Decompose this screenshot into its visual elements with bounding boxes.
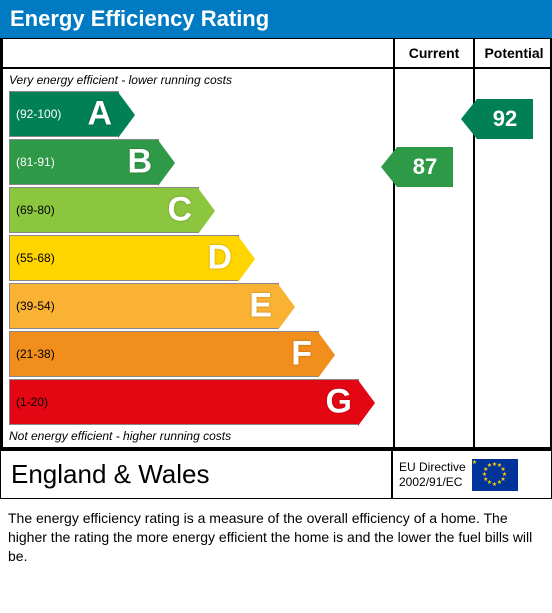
band-letter-a: A bbox=[87, 95, 112, 134]
directive-text: EU Directive 2002/91/EC bbox=[399, 460, 466, 489]
band-chevron-a bbox=[118, 92, 135, 138]
band-letter-f: F bbox=[291, 335, 312, 374]
band-row-b: (81-91) B bbox=[9, 139, 387, 185]
potential-arrow: 92 bbox=[477, 99, 533, 139]
chart-table: Current Potential Very energy efficient … bbox=[0, 38, 552, 450]
potential-column: 92 bbox=[474, 68, 552, 448]
band-range-b: (81-91) bbox=[10, 155, 55, 169]
directive-cell: EU Directive 2002/91/EC ★★★★★★★★★★★★ bbox=[392, 450, 552, 499]
band-range-f: (21-38) bbox=[10, 347, 55, 361]
band-chevron-d bbox=[238, 236, 255, 282]
eu-flag-icon: ★★★★★★★★★★★★ bbox=[472, 459, 518, 491]
eu-star-icon: ★ bbox=[492, 481, 497, 488]
band-letter-c: C bbox=[167, 191, 192, 230]
band-bar-d: (55-68) D bbox=[9, 235, 239, 281]
footer-row: England & Wales EU Directive 2002/91/EC … bbox=[0, 450, 552, 499]
current-score: 87 bbox=[413, 154, 437, 180]
eu-star-icon: ★ bbox=[497, 479, 502, 486]
band-letter-d: D bbox=[207, 239, 232, 278]
bars-area: Very energy efficient - lower running co… bbox=[2, 68, 394, 448]
band-bar-c: (69-80) C bbox=[9, 187, 199, 233]
band-row-d: (55-68) D bbox=[9, 235, 387, 281]
header-current: Current bbox=[394, 38, 474, 68]
band-row-c: (69-80) C bbox=[9, 187, 387, 233]
band-row-a: (92-100) A bbox=[9, 91, 387, 137]
band-row-e: (39-54) E bbox=[9, 283, 387, 329]
band-range-d: (55-68) bbox=[10, 251, 55, 265]
band-bar-e: (39-54) E bbox=[9, 283, 279, 329]
title-bar: Energy Efficiency Rating bbox=[0, 0, 552, 38]
band-range-a: (92-100) bbox=[10, 107, 61, 121]
epc-chart: Energy Efficiency Rating Current Potenti… bbox=[0, 0, 552, 574]
band-chevron-c bbox=[198, 188, 215, 234]
band-chevron-b bbox=[158, 140, 175, 186]
directive-line1: EU Directive bbox=[399, 460, 466, 474]
region-label: England & Wales bbox=[0, 450, 392, 499]
band-chevron-e bbox=[278, 284, 295, 330]
band-row-f: (21-38) F bbox=[9, 331, 387, 377]
band-bar-b: (81-91) B bbox=[9, 139, 159, 185]
band-letter-g: G bbox=[326, 383, 352, 422]
band-letter-b: B bbox=[127, 143, 152, 182]
band-chevron-g bbox=[358, 380, 375, 426]
note-inefficient: Not energy efficient - higher running co… bbox=[9, 429, 387, 443]
explanation-text: The energy efficiency rating is a measur… bbox=[0, 499, 552, 574]
band-letter-e: E bbox=[249, 287, 272, 326]
current-arrow: 87 bbox=[397, 147, 453, 187]
band-range-c: (69-80) bbox=[10, 203, 55, 217]
directive-line2: 2002/91/EC bbox=[399, 475, 466, 489]
bars-stack: (92-100) A (81-91) B (69-80) C (55-68) D (39-54)… bbox=[9, 91, 387, 425]
band-bar-g: (1-20) G bbox=[9, 379, 359, 425]
eu-star-icon: ★ bbox=[487, 462, 492, 469]
header-potential: Potential bbox=[474, 38, 552, 68]
band-range-g: (1-20) bbox=[10, 395, 48, 409]
note-efficient: Very energy efficient - lower running co… bbox=[9, 73, 387, 87]
header-blank bbox=[2, 38, 394, 68]
band-row-g: (1-20) G bbox=[9, 379, 387, 425]
band-bar-f: (21-38) F bbox=[9, 331, 319, 377]
band-bar-a: (92-100) A bbox=[9, 91, 119, 137]
band-chevron-f bbox=[318, 332, 335, 378]
band-range-e: (39-54) bbox=[10, 299, 55, 313]
potential-score: 92 bbox=[493, 106, 517, 132]
